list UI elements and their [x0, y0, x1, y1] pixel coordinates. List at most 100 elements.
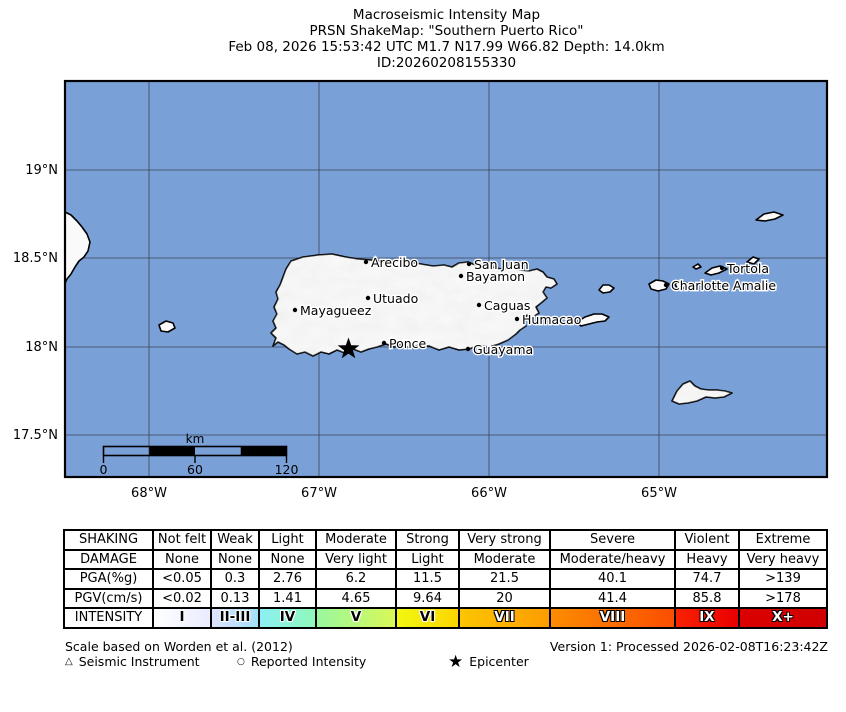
table-cell: Very heavy [738, 548, 828, 570]
city-dot-tortola [719, 265, 725, 271]
map-subtitle: PRSN ShakeMap: "Southern Puerto Rico" [309, 23, 584, 39]
intensity-cell-ii-iii: II-III [210, 607, 260, 629]
version-processed: Version 1: Processed 2026-02-08T16:23:42… [549, 639, 828, 654]
table-cell: 0.3 [210, 568, 260, 590]
table-cell: Strong [395, 529, 460, 551]
legend-label: Epicenter [469, 654, 529, 669]
table-cell: None [152, 548, 212, 570]
city-label: Mayagueez [300, 303, 372, 318]
map-title: Macroseismic Intensity Map [352, 7, 541, 23]
scale-tick-label: 120 [275, 462, 299, 477]
city-label: Ponce [389, 336, 427, 351]
table-cell: 41.4 [549, 587, 676, 609]
footer-legend: △ Seismic Instrument ○ Reported Intensit… [65, 653, 828, 672]
intensity-cell-vi: VI [395, 607, 460, 629]
epicenter-star-icon [337, 337, 360, 359]
legend-epicenter: ★ Epicenter [448, 653, 529, 670]
row-header: INTENSITY [63, 607, 154, 629]
city-label: Bayamon [466, 269, 525, 284]
city-dot-charlotte-amalie [663, 282, 669, 288]
scale-bar-outline [102, 445, 288, 457]
event-id: ID:20260208155330 [376, 55, 517, 71]
intensity-cell-vii: VII [458, 607, 551, 629]
intensity-cell-i: I [152, 607, 212, 629]
table-cell: Light [395, 548, 460, 570]
scale-bar-unit: km [186, 432, 205, 446]
scale-tick-label: 60 [187, 462, 203, 477]
table-cell: Weak [210, 529, 260, 551]
lat-label: 18°N [25, 340, 58, 355]
table-cell: 20 [458, 587, 551, 609]
table-cell: 9.64 [395, 587, 460, 609]
city-dot-ponce [381, 340, 387, 346]
legend-seismic-instrument: △ Seismic Instrument [65, 654, 200, 669]
city-dot-utuado [365, 295, 371, 301]
table-row-intensity: INTENSITY I II-III IV V VI VII VIII IX X… [63, 607, 828, 629]
intensity-cell-x: X+ [738, 607, 828, 629]
footer-line1: Scale based on Worden et al. (2012) Vers… [65, 639, 828, 654]
city-label: Humacao [522, 312, 581, 327]
lat-label: 17.5°N [13, 428, 58, 443]
intensity-cell-viii: VIII [549, 607, 676, 629]
map-border [63, 79, 829, 479]
table-cell: Light [258, 529, 317, 551]
row-header: DAMAGE [63, 548, 154, 570]
city-markers [292, 259, 725, 352]
city-dot-humacao [514, 316, 520, 322]
table-cell: >139 [738, 568, 828, 590]
city-label: Arecibo [371, 255, 418, 270]
table-cell: 40.1 [549, 568, 676, 590]
table-cell: 2.76 [258, 568, 317, 590]
table-row-pga: PGA(%g) <0.05 0.3 2.76 6.2 11.5 21.5 40.… [63, 568, 828, 590]
table-cell: >178 [738, 587, 828, 609]
table-cell: None [210, 548, 260, 570]
row-header: PGV(cm/s) [63, 587, 154, 609]
city-dot-arecibo [363, 259, 369, 265]
city-label: Guayama [473, 342, 533, 357]
row-header: SHAKING [63, 529, 154, 551]
table-row-pgv: PGV(cm/s) <0.02 0.13 1.41 4.65 9.64 20 4… [63, 587, 828, 609]
circle-icon: ○ [237, 656, 245, 667]
table-cell: 6.2 [315, 568, 397, 590]
row-header: PGA(%g) [63, 568, 154, 590]
anegada-island [755, 211, 784, 222]
event-info: Feb 08, 2026 15:53:42 UTC M1.7 N17.99 W6… [228, 39, 665, 55]
lon-label: 68°W [131, 486, 167, 501]
triangle-icon: △ [65, 656, 73, 667]
city-label: Utuado [373, 291, 418, 306]
lon-label: 67°W [301, 486, 337, 501]
city-dot-bayamon [458, 273, 464, 279]
table-cell: Extreme [738, 529, 828, 551]
st-john-island [674, 280, 688, 289]
vieques-island [576, 313, 610, 327]
intensity-cell-v: V [315, 607, 397, 629]
lon-label: 65°W [641, 486, 677, 501]
table-cell: 74.7 [674, 568, 740, 590]
city-label: Charlotte Amalie [671, 278, 776, 293]
scale-bar: km 0 60 120 [100, 432, 299, 477]
intensity-cell-iv: IV [258, 607, 317, 629]
latitude-labels: 19°N 18.5°N 18°N 17.5°N [13, 163, 58, 443]
scale-bar-segment [149, 446, 195, 456]
city-labels: Arecibo San Juan Bayamon Utuado Caguas M… [299, 254, 778, 359]
table-cell: Very strong [458, 529, 551, 551]
shakemap-canvas: Arecibo San Juan Bayamon Utuado Caguas M… [13, 79, 829, 501]
title-block: Macroseismic Intensity Map PRSN ShakeMap… [65, 7, 828, 71]
lat-label: 19°N [25, 163, 58, 178]
table-cell: Violent [674, 529, 740, 551]
table-cell: Heavy [674, 548, 740, 570]
table-cell: Moderate/heavy [549, 548, 676, 570]
intensity-legend-table: SHAKING Not felt Weak Light Moderate Str… [63, 529, 828, 629]
legend-reported-intensity: ○ Reported Intensity [237, 654, 366, 669]
table-cell: Moderate [315, 529, 397, 551]
lon-label: 66°W [471, 486, 507, 501]
table-cell: <0.02 [152, 587, 212, 609]
city-dot-guayama [465, 346, 471, 352]
longitude-labels: 68°W 67°W 66°W 65°W [131, 486, 677, 501]
mona-island [158, 320, 176, 333]
city-label: San Juan [474, 257, 529, 272]
intensity-cell-ix: IX [674, 607, 740, 629]
city-dot-san-juan [466, 261, 472, 267]
table-cell: 4.65 [315, 587, 397, 609]
table-cell: 1.41 [258, 587, 317, 609]
